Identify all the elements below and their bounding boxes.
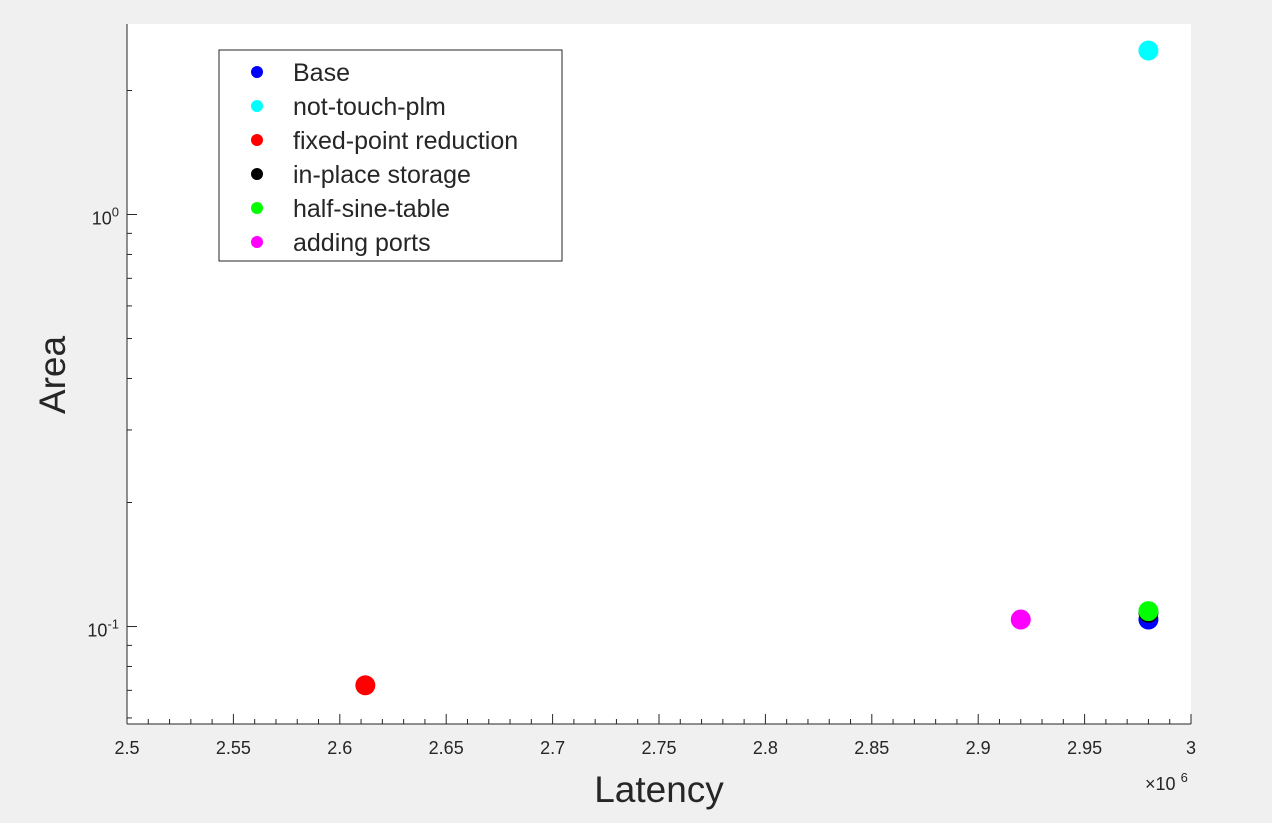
data-points	[355, 40, 1159, 696]
x-tick-label: 2.85	[854, 738, 889, 758]
y-tick-label-base: 10	[92, 209, 112, 229]
x-tick-label: 2.65	[429, 738, 464, 758]
x-tick-label: 2.95	[1067, 738, 1102, 758]
legend-label: not-touch-plm	[293, 93, 446, 121]
y-tick-label-exponent: -1	[107, 617, 119, 632]
legend-marker	[251, 202, 263, 214]
legend-box	[218, 49, 563, 262]
data-point	[1138, 601, 1159, 622]
legend-marker	[251, 66, 263, 78]
x-tick-label: 2.55	[216, 738, 251, 758]
y-tick-label-base: 10	[87, 621, 107, 641]
x-tick-label: 2.5	[114, 738, 139, 758]
legend-label: fixed-point reduction	[293, 127, 518, 155]
legend-label: in-place storage	[293, 161, 471, 189]
x-multiplier-label: ×10 6	[1145, 770, 1188, 794]
y-tick-label: 100	[92, 205, 119, 229]
legend-marker	[251, 134, 263, 146]
x-tick-label: 2.7	[540, 738, 565, 758]
data-point	[1010, 609, 1031, 630]
legend-marker	[251, 100, 263, 112]
x-tick-label: 3	[1186, 738, 1196, 758]
legend-marker	[251, 236, 263, 248]
legend-marker	[251, 168, 263, 180]
x-multiplier-base: ×10	[1145, 774, 1176, 794]
x-axis-label: Latency	[594, 769, 724, 810]
x-tick-label: 2.9	[966, 738, 991, 758]
x-multiplier-exp: 6	[1181, 770, 1188, 785]
x-tick-label: 2.8	[753, 738, 778, 758]
axes: 2.5 2.55 2.6 2.65 2.7 2.75 2.8 2.85 2.9 2.95 310-1…	[87, 24, 1196, 758]
x-tick-label: 2.75	[641, 738, 676, 758]
legend-label: half-sine-table	[293, 195, 450, 223]
legend-label: Base	[293, 59, 350, 87]
y-axis-label: Area	[32, 336, 73, 415]
x-tick-label: 2.6	[327, 738, 352, 758]
y-tick-label-exponent: 0	[112, 205, 119, 220]
legend: Base not-touch-plm fixed-point reduction in…	[218, 49, 563, 262]
data-point	[355, 675, 376, 696]
y-tick-label: 10-1	[87, 617, 119, 641]
data-point	[1138, 40, 1159, 61]
legend-label: adding ports	[293, 229, 431, 257]
